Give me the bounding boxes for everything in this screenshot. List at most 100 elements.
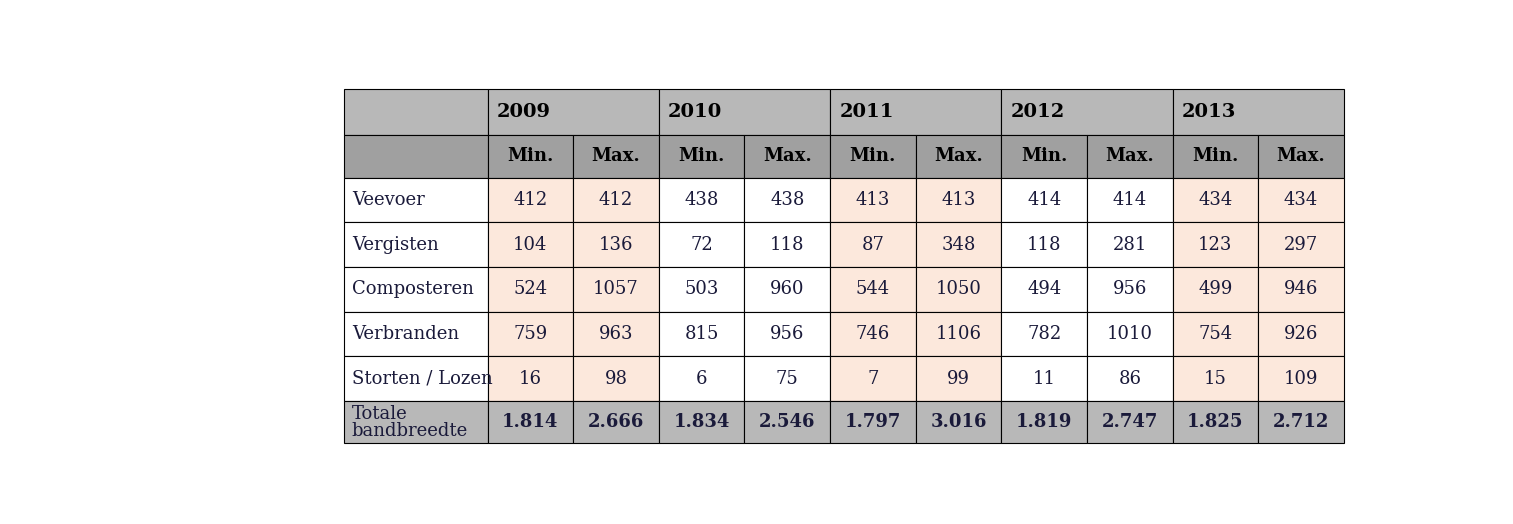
Text: 2013: 2013 [1182,103,1236,121]
Bar [1173,222,1259,267]
Text: Min.: Min. [850,147,896,166]
Text: Storten / Lozen: Storten / Lozen [353,369,493,388]
Text: 118: 118 [1027,236,1062,254]
Text: 494: 494 [1027,280,1061,298]
Text: 16: 16 [519,369,542,388]
Text: Max.: Max. [934,147,983,166]
Text: 434: 434 [1198,191,1233,209]
Text: 123: 123 [1198,236,1233,254]
Bar [1259,222,1344,267]
Bar [658,401,744,443]
Bar [487,312,573,356]
Bar [658,267,744,312]
Bar [831,312,915,356]
Text: bandbreedte: bandbreedte [353,421,468,440]
Bar [343,267,487,312]
Bar [1002,178,1086,222]
Text: 87: 87 [861,236,884,254]
Text: 2.546: 2.546 [760,413,816,431]
Bar [658,222,744,267]
Text: 956: 956 [1112,280,1147,298]
Bar [487,401,573,443]
Bar [343,178,487,222]
Text: 99: 99 [947,369,970,388]
Text: 782: 782 [1027,325,1061,343]
Text: Max.: Max. [763,147,811,166]
Text: 2.747: 2.747 [1101,413,1157,431]
Bar [1259,178,1344,222]
Text: 2010: 2010 [669,103,722,121]
Bar [1086,401,1173,443]
Text: 136: 136 [599,236,634,254]
Bar [1002,267,1086,312]
Text: Veevoer: Veevoer [353,191,425,209]
Bar [744,267,831,312]
Text: 11: 11 [1033,369,1056,388]
Bar [1002,356,1086,401]
Text: 86: 86 [1118,369,1141,388]
Text: 1.819: 1.819 [1015,413,1073,431]
Text: 1.814: 1.814 [502,413,558,431]
Bar [831,267,915,312]
Bar [915,356,1002,401]
Text: 438: 438 [770,191,805,209]
Bar [487,267,573,312]
Bar [915,178,1002,222]
Text: 6: 6 [696,369,708,388]
Text: Vergisten: Vergisten [353,236,439,254]
Bar [573,312,658,356]
Bar [1259,356,1344,401]
Text: 297: 297 [1285,236,1318,254]
Text: 3.016: 3.016 [930,413,986,431]
Text: 1057: 1057 [593,280,638,298]
Bar [915,401,1002,443]
Text: 926: 926 [1285,325,1318,343]
Text: 544: 544 [856,280,890,298]
Text: 413: 413 [941,191,976,209]
Text: 412: 412 [513,191,548,209]
Text: Totale: Totale [353,405,407,423]
Bar [343,312,487,356]
Bar [744,178,831,222]
Text: Min.: Min. [507,147,554,166]
Bar [1086,135,1173,178]
Text: 1106: 1106 [935,325,982,343]
Bar [915,135,1002,178]
Bar [487,222,573,267]
Bar [573,356,658,401]
Bar [1002,89,1173,135]
Bar [343,135,487,178]
Text: 524: 524 [513,280,548,298]
Bar [658,178,744,222]
Text: Min.: Min. [1192,147,1239,166]
Bar [573,267,658,312]
Text: 1.834: 1.834 [673,413,729,431]
Text: 503: 503 [684,280,719,298]
Bar [915,222,1002,267]
Bar [1002,401,1086,443]
Bar [831,222,915,267]
Text: 281: 281 [1112,236,1147,254]
Text: 1.825: 1.825 [1188,413,1244,431]
Text: 963: 963 [599,325,634,343]
Text: 754: 754 [1198,325,1233,343]
Text: 2009: 2009 [496,103,551,121]
Bar [487,178,573,222]
Bar [1259,401,1344,443]
Text: 15: 15 [1204,369,1227,388]
Text: 2012: 2012 [1011,103,1065,121]
Text: 75: 75 [776,369,799,388]
Bar [1002,135,1086,178]
Bar [573,401,658,443]
Bar [573,135,658,178]
Bar [915,312,1002,356]
Bar [831,356,915,401]
Text: 2.712: 2.712 [1272,413,1330,431]
Text: 348: 348 [941,236,976,254]
Text: 98: 98 [605,369,628,388]
Text: 412: 412 [599,191,632,209]
Bar [658,89,831,135]
Bar [744,356,831,401]
Bar [831,401,915,443]
Text: 2.666: 2.666 [587,413,645,431]
